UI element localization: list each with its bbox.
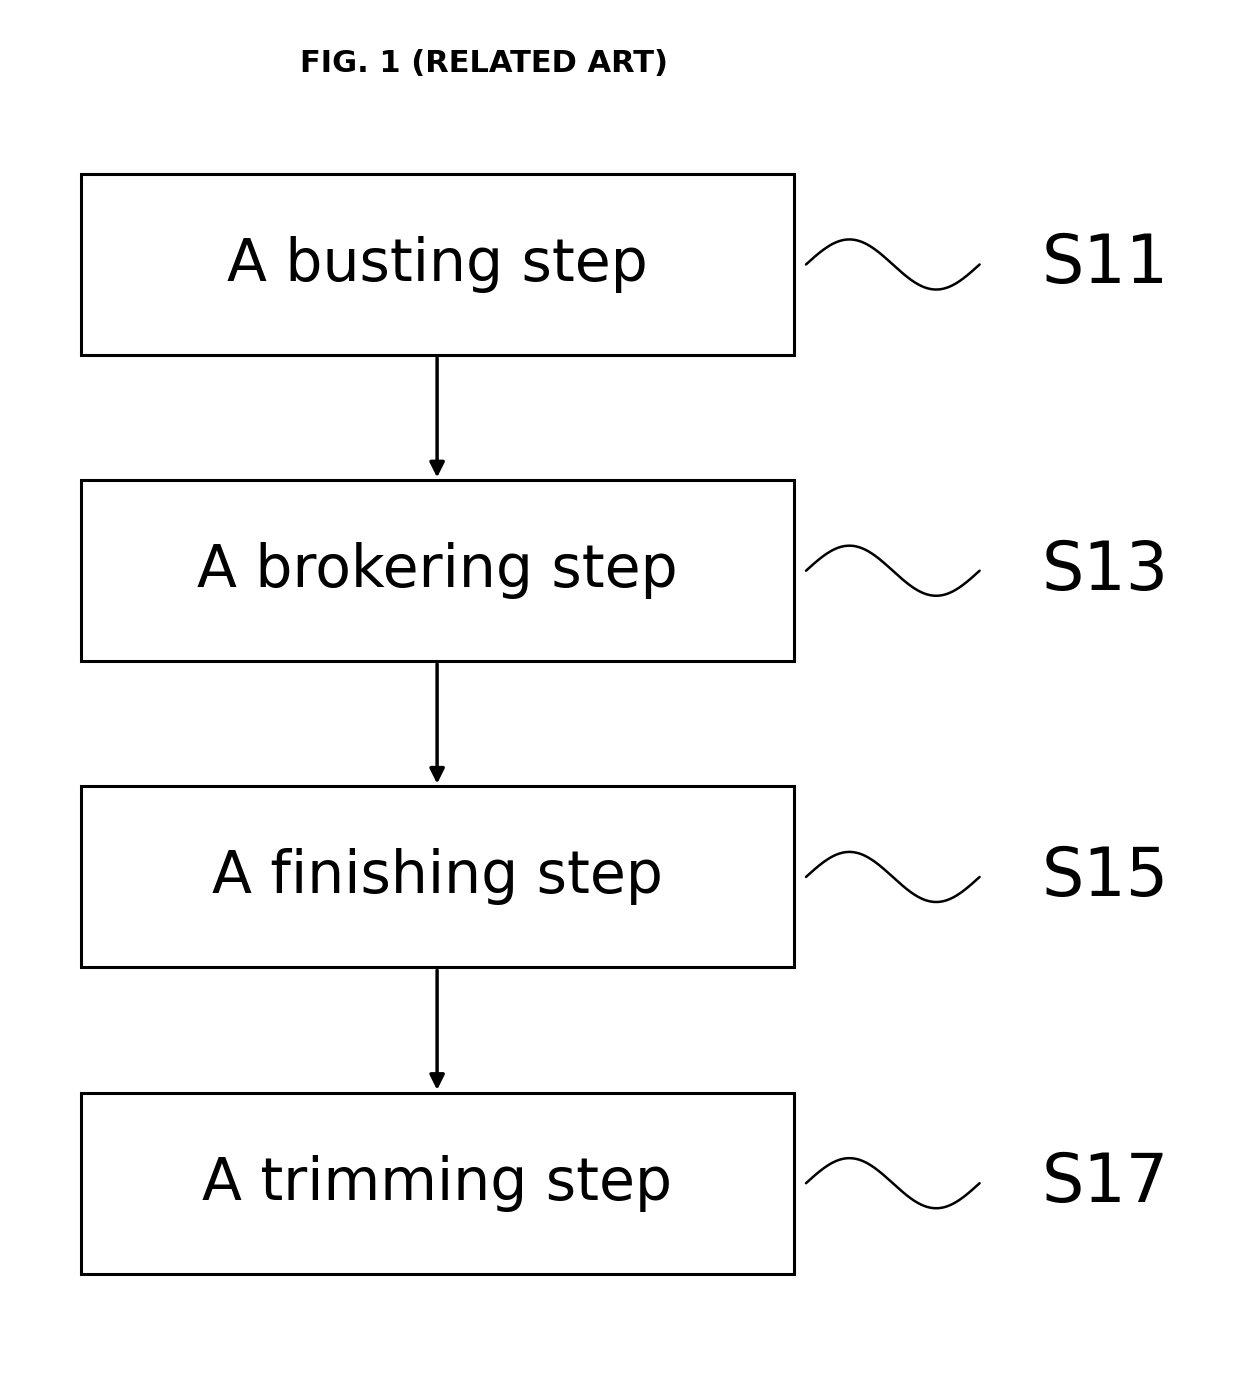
Text: S17: S17 xyxy=(1042,1150,1169,1217)
Text: FIG. 1 (RELATED ART): FIG. 1 (RELATED ART) xyxy=(300,49,667,78)
Text: S13: S13 xyxy=(1042,537,1169,604)
Bar xyxy=(81,1093,794,1274)
Text: A brokering step: A brokering step xyxy=(197,543,677,599)
Text: A trimming step: A trimming step xyxy=(202,1155,672,1211)
Text: S11: S11 xyxy=(1042,231,1169,298)
Text: A finishing step: A finishing step xyxy=(212,849,662,905)
Bar xyxy=(81,480,794,661)
Bar xyxy=(81,786,794,967)
Text: S15: S15 xyxy=(1042,844,1169,910)
Text: A busting step: A busting step xyxy=(227,237,647,292)
Bar xyxy=(81,174,794,355)
